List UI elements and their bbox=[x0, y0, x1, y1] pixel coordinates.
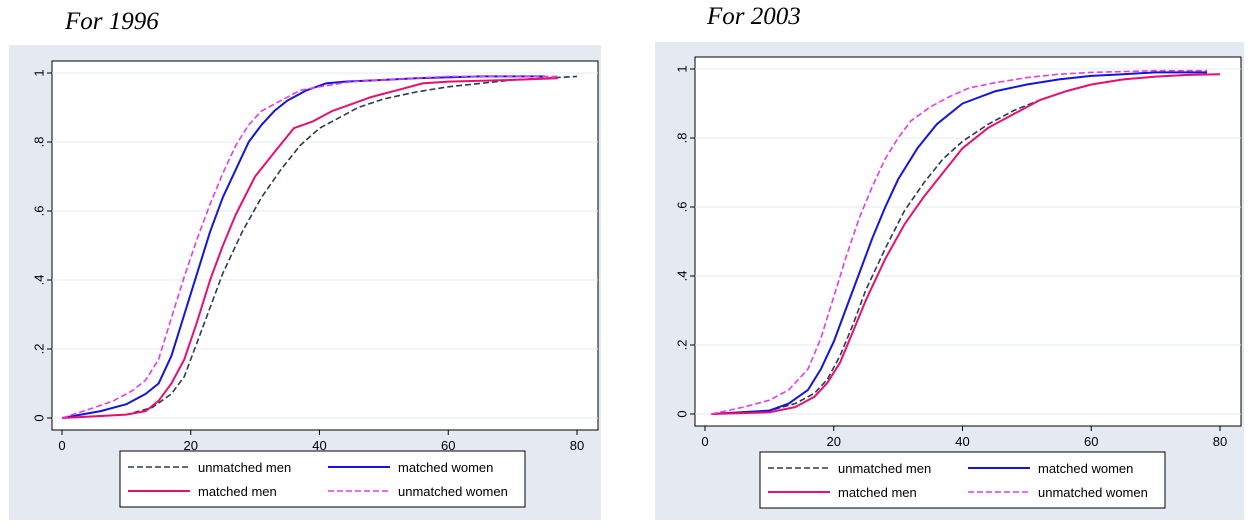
legend-label: unmatched men bbox=[198, 460, 291, 475]
legend-label: unmatched women bbox=[398, 484, 508, 499]
x-tick-label: 0 bbox=[58, 438, 65, 453]
legend-label: unmatched women bbox=[1038, 485, 1148, 500]
legend-label: matched men bbox=[838, 485, 917, 500]
legend bbox=[759, 451, 1166, 509]
x-tick-label: 20 bbox=[827, 434, 841, 449]
y-tick-label: .8 bbox=[674, 133, 689, 144]
y-tick-label: .6 bbox=[31, 206, 46, 217]
legend-label: matched men bbox=[198, 484, 277, 499]
chart-title-1996: For 1996 bbox=[65, 8, 159, 35]
chart-1996: 0 .2 .4 .6 .8 1 0 20 40 60 80 unmatched men matched … bbox=[31, 60, 599, 508]
x-tick-label: 80 bbox=[1213, 434, 1227, 449]
y-tick-label: .2 bbox=[674, 340, 689, 351]
series-line-matched-men bbox=[61, 77, 558, 419]
x-tick-label: 60 bbox=[441, 438, 455, 453]
y-tick-label: .6 bbox=[674, 202, 689, 213]
legend bbox=[119, 450, 526, 508]
chart-panel-2003: 0 .2 .4 .6 .8 1 0 20 40 60 80 unmatched men matched … bbox=[655, 42, 1244, 520]
chart-title-2003: For 2003 bbox=[707, 3, 801, 30]
legend-label: matched women bbox=[1038, 461, 1133, 476]
x-tick-label: 0 bbox=[701, 434, 708, 449]
series-line-matched-men bbox=[711, 73, 1221, 415]
x-tick-label: 40 bbox=[312, 438, 326, 453]
x-tick-label: 40 bbox=[955, 434, 969, 449]
x-tick-label: 60 bbox=[1084, 434, 1098, 449]
x-tick-label: 80 bbox=[570, 438, 584, 453]
series-line-unmatched-women bbox=[711, 69, 1208, 415]
series-line-unmatched-women bbox=[61, 75, 558, 419]
chart-panel-1996: 0 .2 .4 .6 .8 1 0 20 40 60 80 unmatched men matched … bbox=[9, 45, 601, 520]
y-tick-label: 0 bbox=[674, 410, 689, 417]
y-tick-label: 1 bbox=[31, 69, 46, 76]
legend-label: unmatched men bbox=[838, 461, 931, 476]
series-line-matched-women bbox=[711, 71, 1208, 415]
y-tick-label: .4 bbox=[31, 275, 46, 286]
series-line-unmatched-men bbox=[61, 75, 578, 419]
legend-label: matched women bbox=[398, 460, 493, 475]
chart-2003: 0 .2 .4 .6 .8 1 0 20 40 60 80 unmatched men matched … bbox=[674, 56, 1242, 509]
x-tick-label: 20 bbox=[184, 438, 198, 453]
y-tick-label: .4 bbox=[674, 271, 689, 282]
y-tick-label: 0 bbox=[31, 414, 46, 421]
y-tick-label: 1 bbox=[674, 65, 689, 72]
y-tick-label: .2 bbox=[31, 344, 46, 355]
plot-area bbox=[694, 56, 1242, 427]
plot-area bbox=[51, 60, 599, 431]
y-tick-label: .8 bbox=[31, 137, 46, 148]
